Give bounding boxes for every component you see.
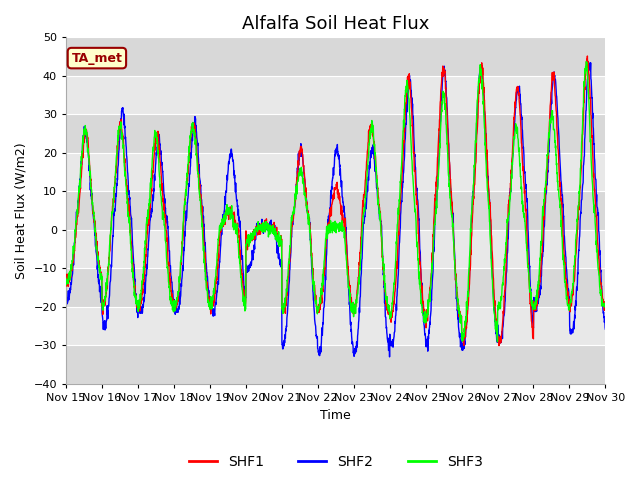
SHF2 (386, 354, 394, 360)
Legend: SHF1, SHF2, SHF3: SHF1, SHF2, SHF3 (183, 449, 488, 474)
Bar (66, 346, 605, 384)
Bar (66, 153, 605, 192)
Bar (66, 230, 605, 268)
SHF2 (363, 193, 371, 199)
SHF2 (554, 115, 562, 121)
Title: Alfalfa Soil Heat Flux: Alfalfa Soil Heat Flux (242, 15, 429, 33)
SHF1 (495, 343, 503, 348)
SHF1 (554, 146, 562, 152)
SHF3 (492, 329, 500, 335)
Bar (66, 114, 605, 153)
Bar (66, 307, 605, 346)
Bar (66, 268, 605, 307)
SHF1 (492, 318, 500, 324)
SHF1 (212, 274, 220, 280)
SHF1 (363, 157, 371, 163)
SHF1 (602, 304, 609, 310)
SHF1 (351, 305, 359, 311)
SHF1 (569, 287, 577, 293)
SHF3 (554, 183, 562, 189)
SHF2 (351, 350, 359, 356)
SHF2 (493, 332, 500, 338)
SHF3 (602, 300, 609, 305)
SHF3 (582, 59, 590, 64)
SHF3 (569, 281, 577, 287)
Bar (66, 37, 605, 76)
Line: SHF1: SHF1 (66, 56, 605, 346)
Bar (66, 192, 605, 230)
Line: SHF3: SHF3 (66, 61, 605, 342)
SHF1 (62, 276, 70, 282)
SHF3 (62, 276, 70, 281)
Line: SHF2: SHF2 (66, 63, 605, 357)
SHF2 (569, 328, 577, 334)
SHF2 (212, 295, 220, 300)
SHF3 (363, 176, 371, 182)
SHF1 (584, 53, 591, 59)
SHF2 (62, 301, 70, 307)
Y-axis label: Soil Heat Flux (W/m2): Soil Heat Flux (W/m2) (15, 143, 28, 279)
SHF2 (602, 326, 609, 332)
SHF3 (351, 301, 359, 307)
X-axis label: Time: Time (321, 408, 351, 421)
SHF3 (212, 264, 220, 269)
SHF3 (493, 339, 501, 345)
SHF2 (587, 60, 595, 66)
Text: TA_met: TA_met (72, 51, 122, 65)
Bar (66, 76, 605, 114)
